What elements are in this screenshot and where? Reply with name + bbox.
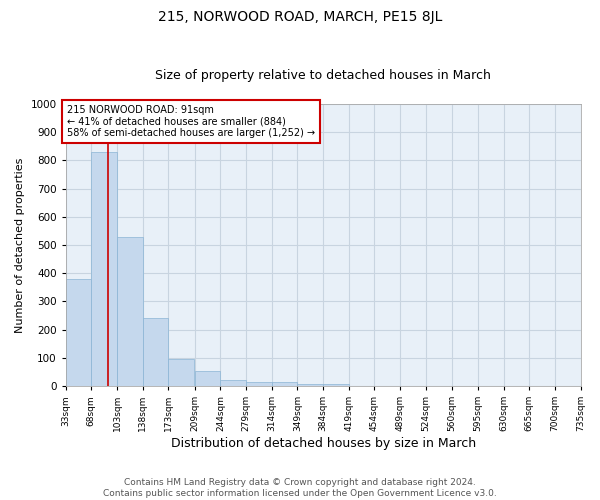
X-axis label: Distribution of detached houses by size in March: Distribution of detached houses by size … [170, 437, 476, 450]
Y-axis label: Number of detached properties: Number of detached properties [15, 158, 25, 332]
Text: Contains HM Land Registry data © Crown copyright and database right 2024.
Contai: Contains HM Land Registry data © Crown c… [103, 478, 497, 498]
Bar [143, 318, 169, 386]
Bar [220, 380, 246, 386]
Text: 215 NORWOOD ROAD: 91sqm
← 41% of detached houses are smaller (884)
58% of semi-d: 215 NORWOOD ROAD: 91sqm ← 41% of detache… [67, 104, 315, 138]
Bar [195, 371, 220, 386]
Bar [298, 384, 323, 386]
Bar [169, 359, 194, 386]
Text: 215, NORWOOD ROAD, MARCH, PE15 8JL: 215, NORWOOD ROAD, MARCH, PE15 8JL [158, 10, 442, 24]
Bar [323, 384, 349, 386]
Bar [246, 382, 272, 386]
Bar [272, 382, 298, 386]
Bar [66, 279, 91, 386]
Title: Size of property relative to detached houses in March: Size of property relative to detached ho… [155, 69, 491, 82]
Bar [91, 152, 117, 386]
Bar [117, 236, 143, 386]
